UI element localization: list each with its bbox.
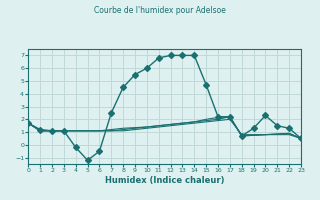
Text: Courbe de l'humidex pour Adelsoe: Courbe de l'humidex pour Adelsoe [94, 6, 226, 15]
X-axis label: Humidex (Indice chaleur): Humidex (Indice chaleur) [105, 176, 224, 185]
